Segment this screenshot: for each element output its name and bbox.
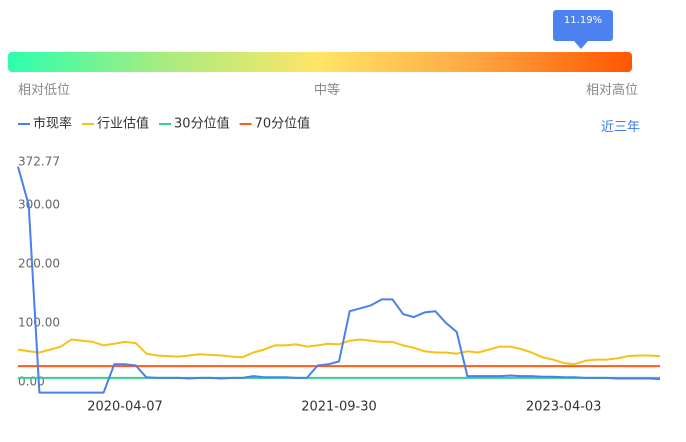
x-tick-label: 2021-09-30	[301, 400, 377, 415]
series-line	[17, 166, 661, 394]
y-tick-label: 0.00	[18, 375, 45, 389]
x-tick-label: 2023-04-03	[526, 400, 602, 415]
y-tick-label: 100.00	[18, 316, 60, 330]
gauge-label: 相对高位	[585, 83, 638, 98]
series-line	[17, 338, 661, 366]
gauge-label: 相对低位	[18, 83, 71, 98]
gauge-indicator: 11.19%	[553, 10, 613, 41]
gauge-label: 中等	[314, 83, 341, 98]
legend-label: 70分位值	[255, 116, 311, 132]
gauge-bar	[8, 52, 632, 72]
gauge-pointer	[574, 41, 588, 49]
legend-label: 市现率	[33, 116, 72, 132]
legend-label: 30分位值	[174, 116, 230, 132]
period-button[interactable]: 近三年	[600, 120, 640, 135]
x-tick-label: 2020-04-07	[87, 400, 163, 415]
y-tick-label: 200.00	[18, 257, 60, 271]
legend-label: 行业估值	[97, 116, 149, 132]
y-tick-label: 372.77	[18, 155, 60, 169]
y-tick-label: 300.00	[18, 198, 60, 212]
